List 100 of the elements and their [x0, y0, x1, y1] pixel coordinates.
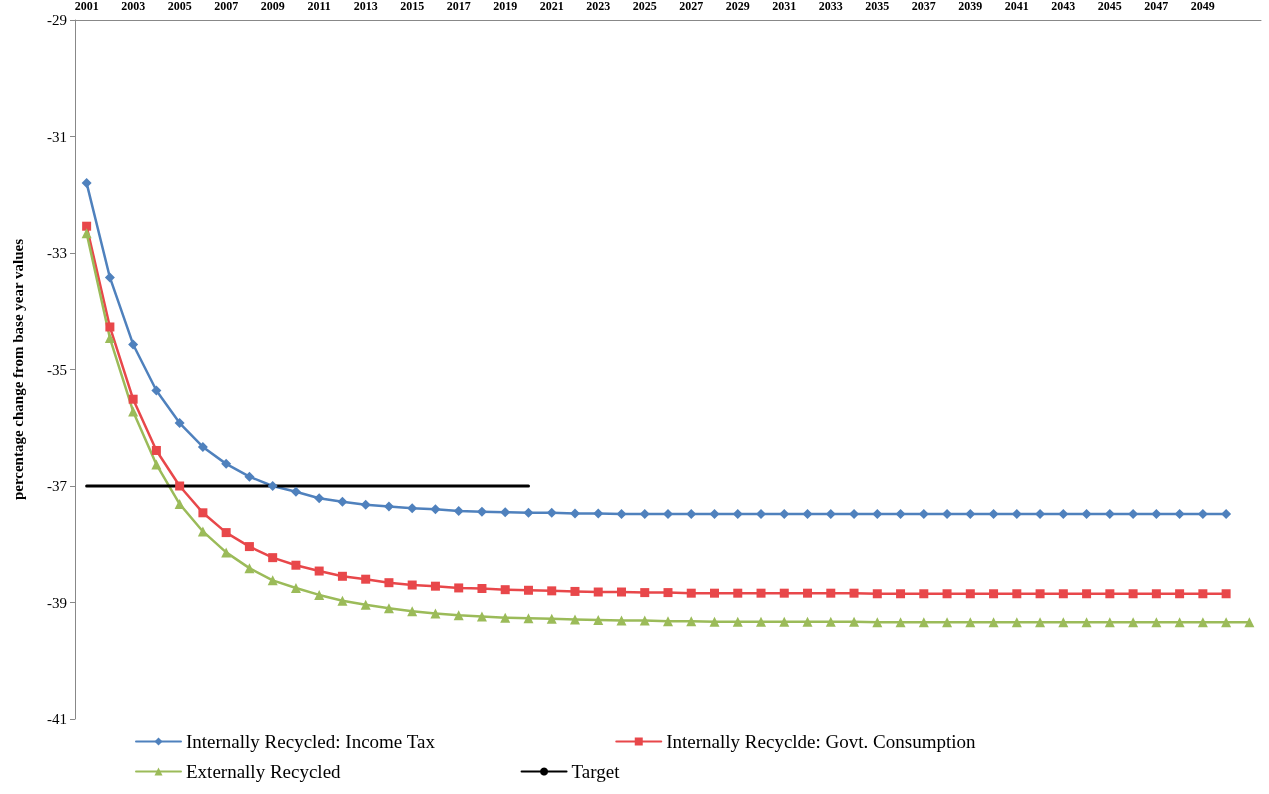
point	[221, 547, 232, 558]
point	[826, 588, 836, 598]
point	[291, 560, 301, 570]
point	[965, 508, 976, 519]
x-tick-label: 2005	[167, 0, 192, 13]
point	[244, 563, 255, 574]
point	[128, 394, 138, 404]
point	[151, 459, 162, 470]
x-tick-label: 2017	[446, 0, 471, 13]
point	[1151, 589, 1161, 599]
x-tick-label: 2035	[865, 0, 890, 13]
x-tick-label: 2049	[1190, 0, 1215, 13]
point	[965, 589, 975, 599]
point	[1221, 508, 1232, 519]
point	[1151, 508, 1162, 519]
point	[640, 588, 650, 598]
point	[1197, 617, 1208, 628]
x-tick-label: 2027	[679, 0, 704, 13]
y-tick-label: -31	[47, 128, 67, 145]
point	[570, 586, 580, 596]
point	[1058, 508, 1069, 519]
point	[895, 617, 906, 628]
point	[942, 617, 953, 628]
point	[174, 418, 185, 429]
point	[593, 587, 603, 597]
point	[1012, 589, 1022, 599]
y-tick-label: -35	[47, 361, 67, 378]
x-tick-label: 2019	[493, 0, 518, 13]
point	[1174, 617, 1185, 628]
point	[244, 542, 254, 552]
point	[616, 587, 626, 597]
point	[1221, 617, 1232, 628]
point	[663, 508, 673, 519]
point	[779, 616, 790, 627]
point	[756, 616, 767, 627]
point	[430, 581, 440, 591]
x-tick-label: 2023	[586, 0, 611, 13]
point	[686, 588, 696, 598]
point	[1221, 589, 1231, 599]
point	[593, 614, 604, 625]
point	[1058, 589, 1068, 599]
point	[175, 481, 185, 491]
point	[825, 616, 836, 627]
point	[104, 333, 115, 344]
point	[383, 603, 394, 614]
x-tick-label: 2039	[958, 0, 983, 13]
point	[221, 528, 231, 538]
point	[616, 508, 627, 519]
point	[872, 508, 883, 519]
point	[383, 501, 394, 512]
y-tick-label: -29	[47, 12, 67, 28]
point	[709, 616, 720, 627]
point	[454, 583, 464, 593]
point	[872, 589, 882, 599]
point	[523, 613, 534, 624]
point	[965, 617, 976, 628]
x-tick-label: 2037	[911, 0, 936, 13]
point	[1174, 508, 1185, 519]
point	[569, 508, 580, 519]
point	[407, 606, 418, 617]
x-tick-label: 2033	[818, 0, 843, 13]
legend-label: Externally Recycled	[186, 761, 342, 782]
x-tick-label: 2007	[214, 0, 239, 13]
x-tick-label: 2009	[260, 0, 285, 13]
point	[500, 585, 510, 595]
y-tick-label: -37	[47, 478, 68, 494]
point	[360, 499, 371, 510]
legend-label: Internally Recyclde: Govt. Consumption	[666, 731, 976, 752]
point	[1128, 589, 1138, 599]
point	[756, 588, 766, 598]
point	[337, 496, 348, 507]
point	[1081, 617, 1092, 628]
point	[593, 508, 604, 519]
point	[267, 575, 278, 586]
point	[1198, 589, 1208, 599]
x-tick-label: 2001	[74, 0, 99, 13]
point	[1082, 589, 1092, 599]
point	[546, 613, 557, 624]
point	[407, 580, 417, 590]
point	[616, 615, 627, 626]
point	[477, 584, 487, 594]
point	[988, 508, 999, 519]
point	[337, 571, 347, 581]
point	[244, 471, 255, 482]
point	[710, 588, 720, 598]
x-tick-label: 2043	[1051, 0, 1076, 13]
point	[128, 406, 139, 417]
point	[709, 508, 720, 519]
point	[849, 616, 860, 627]
x-tick-label: 2031	[772, 0, 797, 13]
point	[1058, 617, 1069, 628]
point	[546, 507, 557, 518]
legend-label: Internally Recycled: Income Tax	[186, 731, 436, 752]
point	[523, 585, 533, 595]
point	[361, 574, 371, 584]
point	[268, 553, 278, 563]
y-tick-label: -41	[47, 711, 67, 727]
point	[802, 616, 813, 627]
point	[942, 589, 952, 599]
point	[639, 615, 650, 626]
